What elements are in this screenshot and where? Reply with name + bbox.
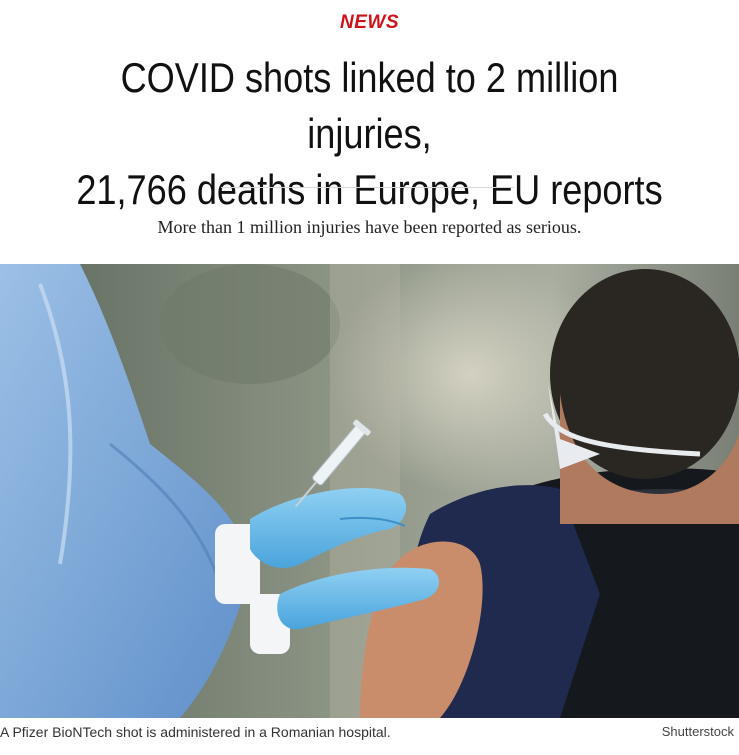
article-headline: COVID shots linked to 2 million injuries… <box>69 50 670 218</box>
headline-line-2: 21,766 deaths in Europe, EU reports <box>76 166 663 213</box>
category-link[interactable]: NEWS <box>340 12 399 33</box>
article-subheadline: More than 1 million injuries have been r… <box>157 217 582 237</box>
photo-credit: Shutterstock <box>661 724 734 739</box>
photo-caption: A Pfizer BioNTech shot is administered i… <box>0 724 391 740</box>
headline-line-1: COVID shots linked to 2 million injuries… <box>120 54 619 157</box>
hero-photo <box>0 264 739 718</box>
headline-divider <box>221 187 514 188</box>
